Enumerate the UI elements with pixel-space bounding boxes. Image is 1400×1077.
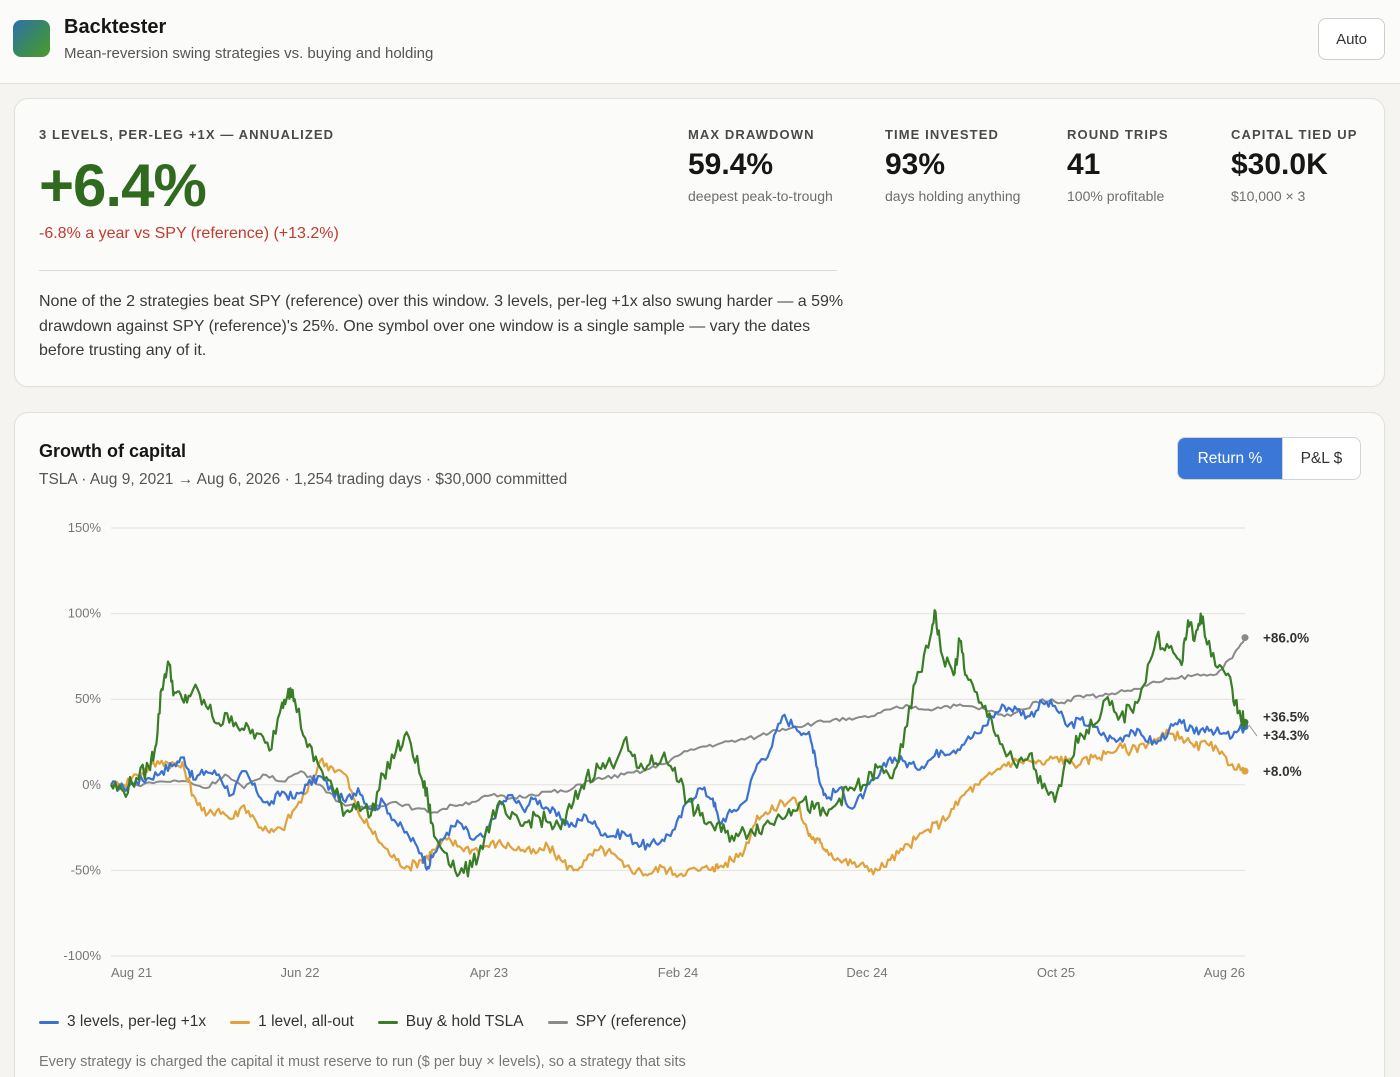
series-line bbox=[110, 609, 1247, 878]
legend-item[interactable]: 3 levels, per-leg +1x bbox=[39, 1013, 206, 1031]
auto-mode-button[interactable]: Auto bbox=[1318, 18, 1385, 60]
y-tick-label: -100% bbox=[63, 948, 101, 963]
series-end-dot bbox=[1241, 718, 1249, 726]
legend-item[interactable]: SPY (reference) bbox=[547, 1013, 687, 1031]
app-header: Backtester Mean-reversion swing strategi… bbox=[0, 0, 1400, 84]
legend-swatch bbox=[39, 1020, 59, 1024]
legend-item[interactable]: Buy & hold TSLA bbox=[377, 1013, 524, 1031]
y-tick-label: 100% bbox=[68, 606, 102, 621]
series-end-label: +36.5% bbox=[1263, 709, 1309, 724]
series-end-label: +8.0% bbox=[1263, 764, 1302, 779]
x-tick-label: Feb 24 bbox=[658, 965, 698, 980]
strategy-eyebrow: 3 levels, per-leg +1x — annualized bbox=[39, 127, 335, 142]
legend-swatch bbox=[547, 1020, 568, 1024]
stat-sub: $10,000 × 3 bbox=[1231, 188, 1306, 204]
stat-round-trips: Round trips 41 100% profitable bbox=[1067, 127, 1169, 204]
app-logo bbox=[13, 20, 50, 57]
return-percent-toggle[interactable]: Return % bbox=[1178, 438, 1282, 479]
series-line bbox=[110, 637, 1246, 814]
y-tick-label: -50% bbox=[71, 862, 102, 877]
summary-text: None of the 2 strategies beat SPY (refer… bbox=[39, 293, 844, 359]
stat-max-drawdown: Max drawdown 59.4% deepest peak-to-troug… bbox=[688, 127, 833, 204]
legend-label: SPY (reference) bbox=[575, 1013, 687, 1030]
series-line bbox=[110, 728, 1246, 878]
chart-subtitle: TSLA · Aug 9, 2021 → Aug 6, 2026 · 1,254… bbox=[39, 471, 568, 488]
series-end-dot bbox=[1241, 634, 1249, 642]
legend-swatch bbox=[377, 1020, 398, 1024]
x-tick-label: Aug 26 bbox=[1204, 965, 1245, 980]
legend-label: 3 levels, per-leg +1x bbox=[67, 1013, 207, 1030]
x-tick-label: Jun 22 bbox=[280, 965, 319, 980]
stat-label: Time invested bbox=[885, 127, 999, 142]
stat-label: Capital tied up bbox=[1231, 127, 1358, 142]
stat-sub: deepest peak-to-trough bbox=[688, 188, 833, 204]
stat-sub: 100% profitable bbox=[1067, 188, 1165, 204]
legend-label: 1 level, all-out bbox=[258, 1013, 354, 1030]
stat-value: $30.0K bbox=[1231, 148, 1328, 181]
divider bbox=[39, 270, 837, 271]
label-leader bbox=[1248, 724, 1258, 737]
series-line bbox=[110, 698, 1247, 871]
stat-value: 59.4% bbox=[688, 148, 774, 181]
x-tick-label: Aug 21 bbox=[111, 965, 152, 980]
vs-reference-text: -6.8% a year vs SPY (reference) (+13.2%) bbox=[39, 225, 339, 242]
app-subtitle: Mean-reversion swing strategies vs. buyi… bbox=[64, 45, 434, 62]
footnote: Every strategy is charged the capital it… bbox=[39, 1054, 686, 1070]
x-tick-label: Oct 25 bbox=[1037, 965, 1075, 980]
stat-label: Round trips bbox=[1067, 127, 1169, 142]
y-tick-label: 150% bbox=[68, 520, 102, 535]
series-end-label: +34.3% bbox=[1263, 728, 1309, 743]
stat-sub: days holding anything bbox=[885, 188, 1021, 204]
y-tick-label: 0% bbox=[82, 777, 101, 792]
stat-value: 41 bbox=[1067, 148, 1101, 181]
stat-capital-tied-up: Capital tied up $30.0K $10,000 × 3 bbox=[1231, 127, 1358, 204]
stat-value: 93% bbox=[885, 148, 946, 181]
legend-label: Buy & hold TSLA bbox=[405, 1013, 524, 1030]
x-tick-label: Apr 23 bbox=[470, 965, 508, 980]
app-title: Backtester bbox=[64, 16, 167, 38]
legend-item[interactable]: 1 level, all-out bbox=[230, 1013, 354, 1031]
series-end-dot bbox=[1241, 767, 1249, 775]
pnl-dollar-toggle[interactable]: P&L $ bbox=[1281, 438, 1360, 479]
y-tick-label: 50% bbox=[75, 691, 101, 706]
summary-card: 3 levels, per-leg +1x — annualized +6.4%… bbox=[14, 98, 1385, 387]
x-tick-label: Dec 24 bbox=[846, 965, 887, 980]
growth-chart: 150% 100% 50% 0% -50% -100% Aug 21 Jun 22 Apr 23… bbox=[63, 520, 1309, 980]
series-end-label: +86.0% bbox=[1263, 631, 1309, 646]
chart-legend: 3 levels, per-leg +1x 1 level, all-out Buy… bbox=[39, 1013, 686, 1031]
unit-toggle: Return % P&L $ bbox=[1177, 437, 1361, 480]
stat-label: Max drawdown bbox=[688, 127, 815, 142]
annualized-return: +6.4% bbox=[39, 152, 207, 219]
growth-card: Growth of capital TSLA · Aug 9, 2021 → A… bbox=[14, 412, 1385, 1077]
stat-time-invested: Time invested 93% days holding anything bbox=[885, 127, 1020, 204]
chart-title: Growth of capital bbox=[39, 441, 187, 461]
legend-swatch bbox=[230, 1020, 251, 1024]
